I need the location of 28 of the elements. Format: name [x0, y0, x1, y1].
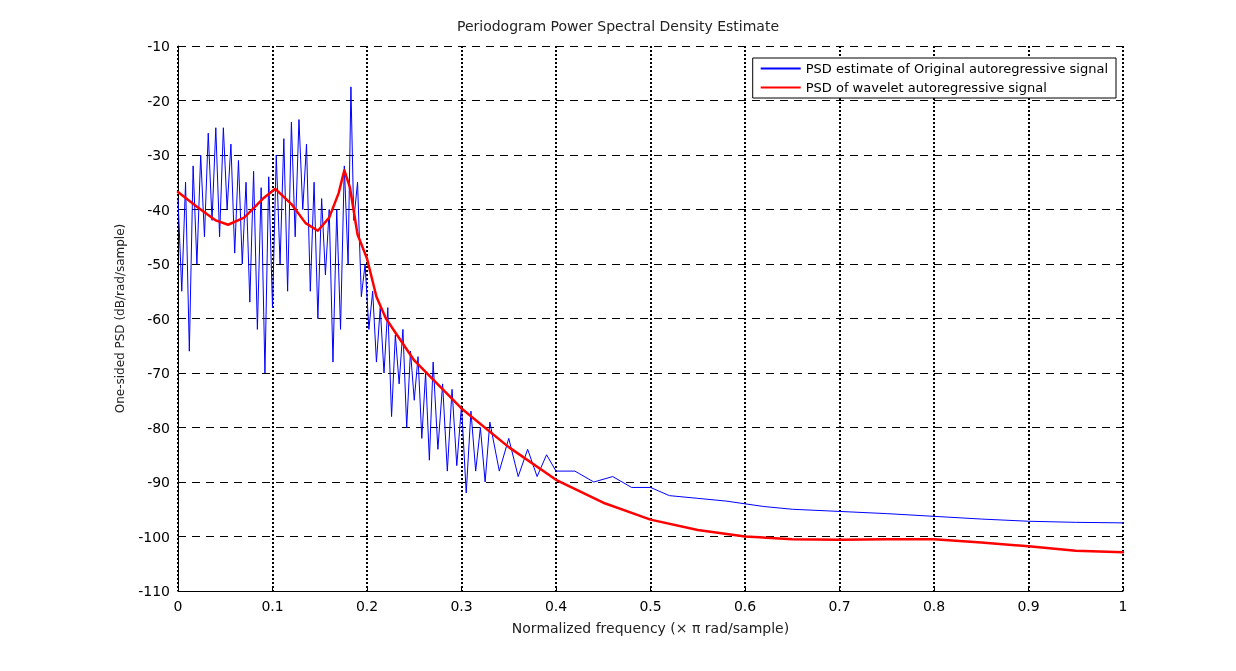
x-tick-label: 1	[1118, 598, 1128, 614]
x-tick-label: 0.3	[450, 598, 473, 614]
x-tick-label: 0.6	[733, 598, 757, 614]
x-tick-label: 0.1	[261, 598, 284, 614]
x-tick-label: 0.8	[922, 598, 946, 614]
y-tick-label: -10	[147, 38, 170, 54]
y-tick-label: -100	[138, 528, 170, 545]
y-tick-label: -50	[147, 256, 170, 272]
chart-title: Periodogram Power Spectral Density Estimate	[456, 18, 780, 34]
y-tick-label: -70	[147, 365, 170, 381]
y-tick-label: -80	[147, 419, 170, 436]
legend-label: PSD estimate of Original autoregressive signal	[805, 61, 1108, 76]
y-axis-title: One-sided PSD (dB/rad/sample)	[113, 223, 127, 414]
line-series	[176, 169, 1125, 554]
x-tick-label: 0.4	[544, 598, 568, 614]
y-tick-label: -90	[147, 474, 170, 490]
x-axis-title: Normalized frequency (× π rad/sample)	[511, 620, 790, 636]
legend-label: PSD of wavelet autoregressive signal	[805, 80, 1047, 95]
y-tick-label: -30	[147, 147, 170, 163]
x-tick-label: 0.2	[355, 598, 379, 614]
x-tick-label: 0.9	[1017, 598, 1040, 614]
x-tick-label: 0.7	[828, 598, 851, 614]
x-tick-label: 0.5	[639, 598, 662, 614]
y-tick-label: -40	[147, 201, 170, 218]
y-tick-label: -110	[138, 583, 170, 599]
y-tick-label: -20	[147, 92, 170, 109]
x-tick-label: 0	[173, 598, 183, 614]
y-tick-label: -60	[147, 310, 170, 327]
